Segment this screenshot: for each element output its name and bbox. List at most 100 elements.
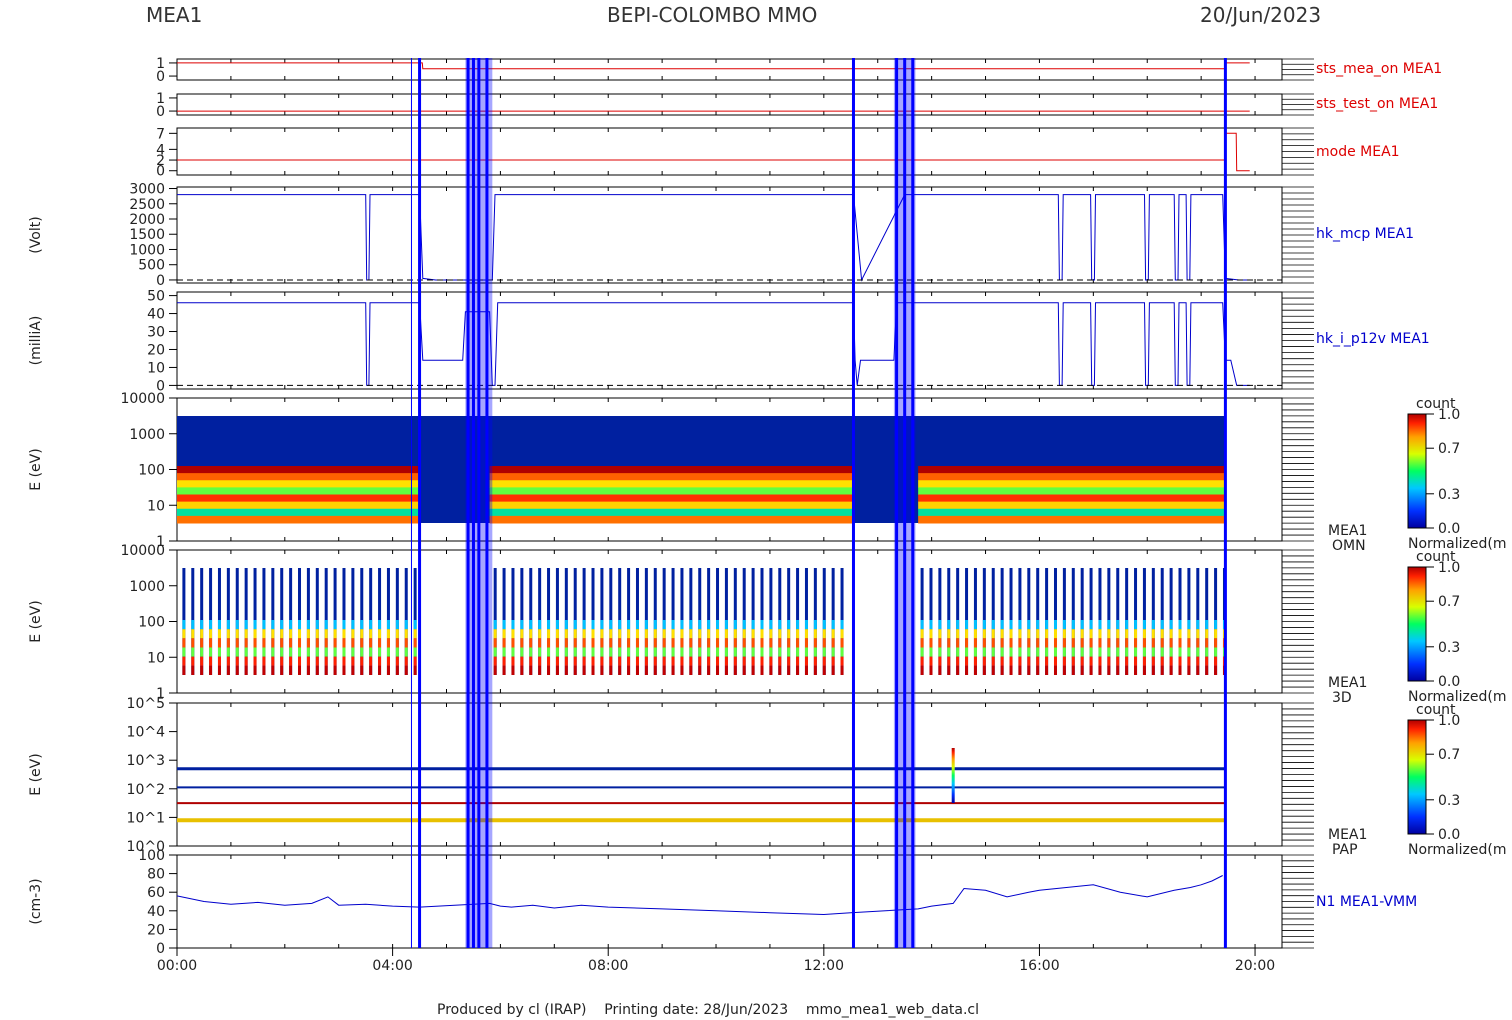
3d-energy-cell <box>653 638 657 648</box>
3d-energy-cell <box>244 665 248 675</box>
3d-energy-cell <box>1116 629 1120 639</box>
3d-energy-cell <box>502 629 506 639</box>
3d-energy-cell <box>822 620 826 630</box>
3d-energy-cell <box>991 638 995 648</box>
3d-energy-cell <box>1196 665 1200 675</box>
3d-energy-cell <box>751 647 755 657</box>
3d-energy-cell <box>591 638 595 648</box>
3d-energy-cell <box>547 656 551 666</box>
3d-energy-cell <box>1089 629 1093 639</box>
3d-energy-cell <box>395 647 399 657</box>
3d-energy-cell <box>217 629 221 639</box>
y-tick-label: 10 <box>147 360 165 376</box>
3d-energy-cell <box>591 629 595 639</box>
3d-energy-cell <box>1116 638 1120 648</box>
3d-energy-cell <box>191 620 195 630</box>
3d-energy-cell <box>1134 656 1138 666</box>
3d-energy-cell <box>493 620 497 630</box>
omni-energy-band <box>918 466 1226 474</box>
3d-energy-cell <box>956 656 960 666</box>
3d-energy-cell <box>778 620 782 630</box>
3d-energy-cell <box>1116 656 1120 666</box>
3d-energy-cell <box>804 665 808 675</box>
3d-energy-cell <box>1160 638 1164 648</box>
3d-energy-cell <box>1134 647 1138 657</box>
3d-energy-cell <box>698 647 702 657</box>
series-line <box>177 194 1250 282</box>
series-label: hk_mcp MEA1 <box>1316 226 1414 242</box>
3d-energy-cell <box>333 647 337 657</box>
3d-energy-cell <box>689 647 693 657</box>
3d-energy-cell <box>778 656 782 666</box>
3d-energy-cell <box>644 656 648 666</box>
3d-energy-cell <box>369 665 373 675</box>
3d-energy-cell <box>769 638 773 648</box>
3d-energy-cell <box>991 620 995 630</box>
y-tick-label: 1 <box>156 56 165 72</box>
omni-energy-band <box>918 515 1226 524</box>
3d-energy-cell <box>822 665 826 675</box>
3d-energy-cell <box>1116 665 1120 675</box>
3d-energy-cell <box>724 638 728 648</box>
3d-energy-cell <box>1009 665 1013 675</box>
3d-energy-cell <box>413 647 417 657</box>
3d-energy-cell <box>1178 665 1182 675</box>
3d-energy-cell <box>1214 638 1218 648</box>
3d-energy-cell <box>1036 638 1040 648</box>
3d-energy-cell <box>511 656 515 666</box>
3d-energy-cell <box>306 629 310 639</box>
3d-energy-cell <box>351 638 355 648</box>
3d-energy-cell <box>1187 647 1191 657</box>
3d-energy-cell <box>191 629 195 639</box>
3d-energy-cell <box>1142 620 1146 630</box>
3d-energy-cell <box>840 620 844 630</box>
3d-energy-cell <box>404 656 408 666</box>
omni-energy-band <box>177 487 420 495</box>
3d-energy-cell <box>1205 665 1209 675</box>
3d-energy-cell <box>689 629 693 639</box>
3d-energy-cell <box>360 620 364 630</box>
3d-energy-cell <box>1045 656 1049 666</box>
3d-energy-cell <box>1187 629 1191 639</box>
3d-energy-cell <box>742 647 746 657</box>
series-label: mode MEA1 <box>1316 144 1400 160</box>
3d-energy-cell <box>529 656 533 666</box>
y-tick-label: 10^5 <box>127 696 165 712</box>
y-tick-label: 0 <box>156 69 165 85</box>
3d-energy-cell <box>920 620 924 630</box>
3d-energy-cell <box>1178 638 1182 648</box>
3d-energy-cell <box>1169 665 1173 675</box>
3d-energy-cell <box>1062 656 1066 666</box>
3d-energy-cell <box>1027 647 1031 657</box>
3d-energy-cell <box>787 647 791 657</box>
3d-energy-cell <box>698 656 702 666</box>
3d-energy-cell <box>1142 647 1146 657</box>
y-tick-label: 2000 <box>129 212 165 228</box>
3d-energy-cell <box>769 647 773 657</box>
3d-energy-cell <box>804 620 808 630</box>
3d-energy-cell <box>751 656 755 666</box>
3d-energy-cell <box>1214 665 1218 675</box>
3d-energy-cell <box>235 665 239 675</box>
3d-energy-cell <box>1196 629 1200 639</box>
3d-energy-cell <box>342 665 346 675</box>
3d-energy-cell <box>662 656 666 666</box>
3d-energy-cell <box>369 656 373 666</box>
panel-frame <box>176 93 1283 116</box>
3d-energy-cell <box>1027 638 1031 648</box>
3d-energy-cell <box>378 629 382 639</box>
omni-energy-band <box>918 501 1226 510</box>
3d-energy-cell <box>1071 656 1075 666</box>
3d-energy-cell <box>973 629 977 639</box>
3d-energy-cell <box>324 647 328 657</box>
3d-energy-cell <box>831 638 835 648</box>
colorbar-title: count <box>1416 396 1456 412</box>
3d-energy-cell <box>956 665 960 675</box>
series-line <box>177 302 1250 386</box>
3d-energy-cell <box>653 629 657 639</box>
3d-energy-cell <box>618 647 622 657</box>
